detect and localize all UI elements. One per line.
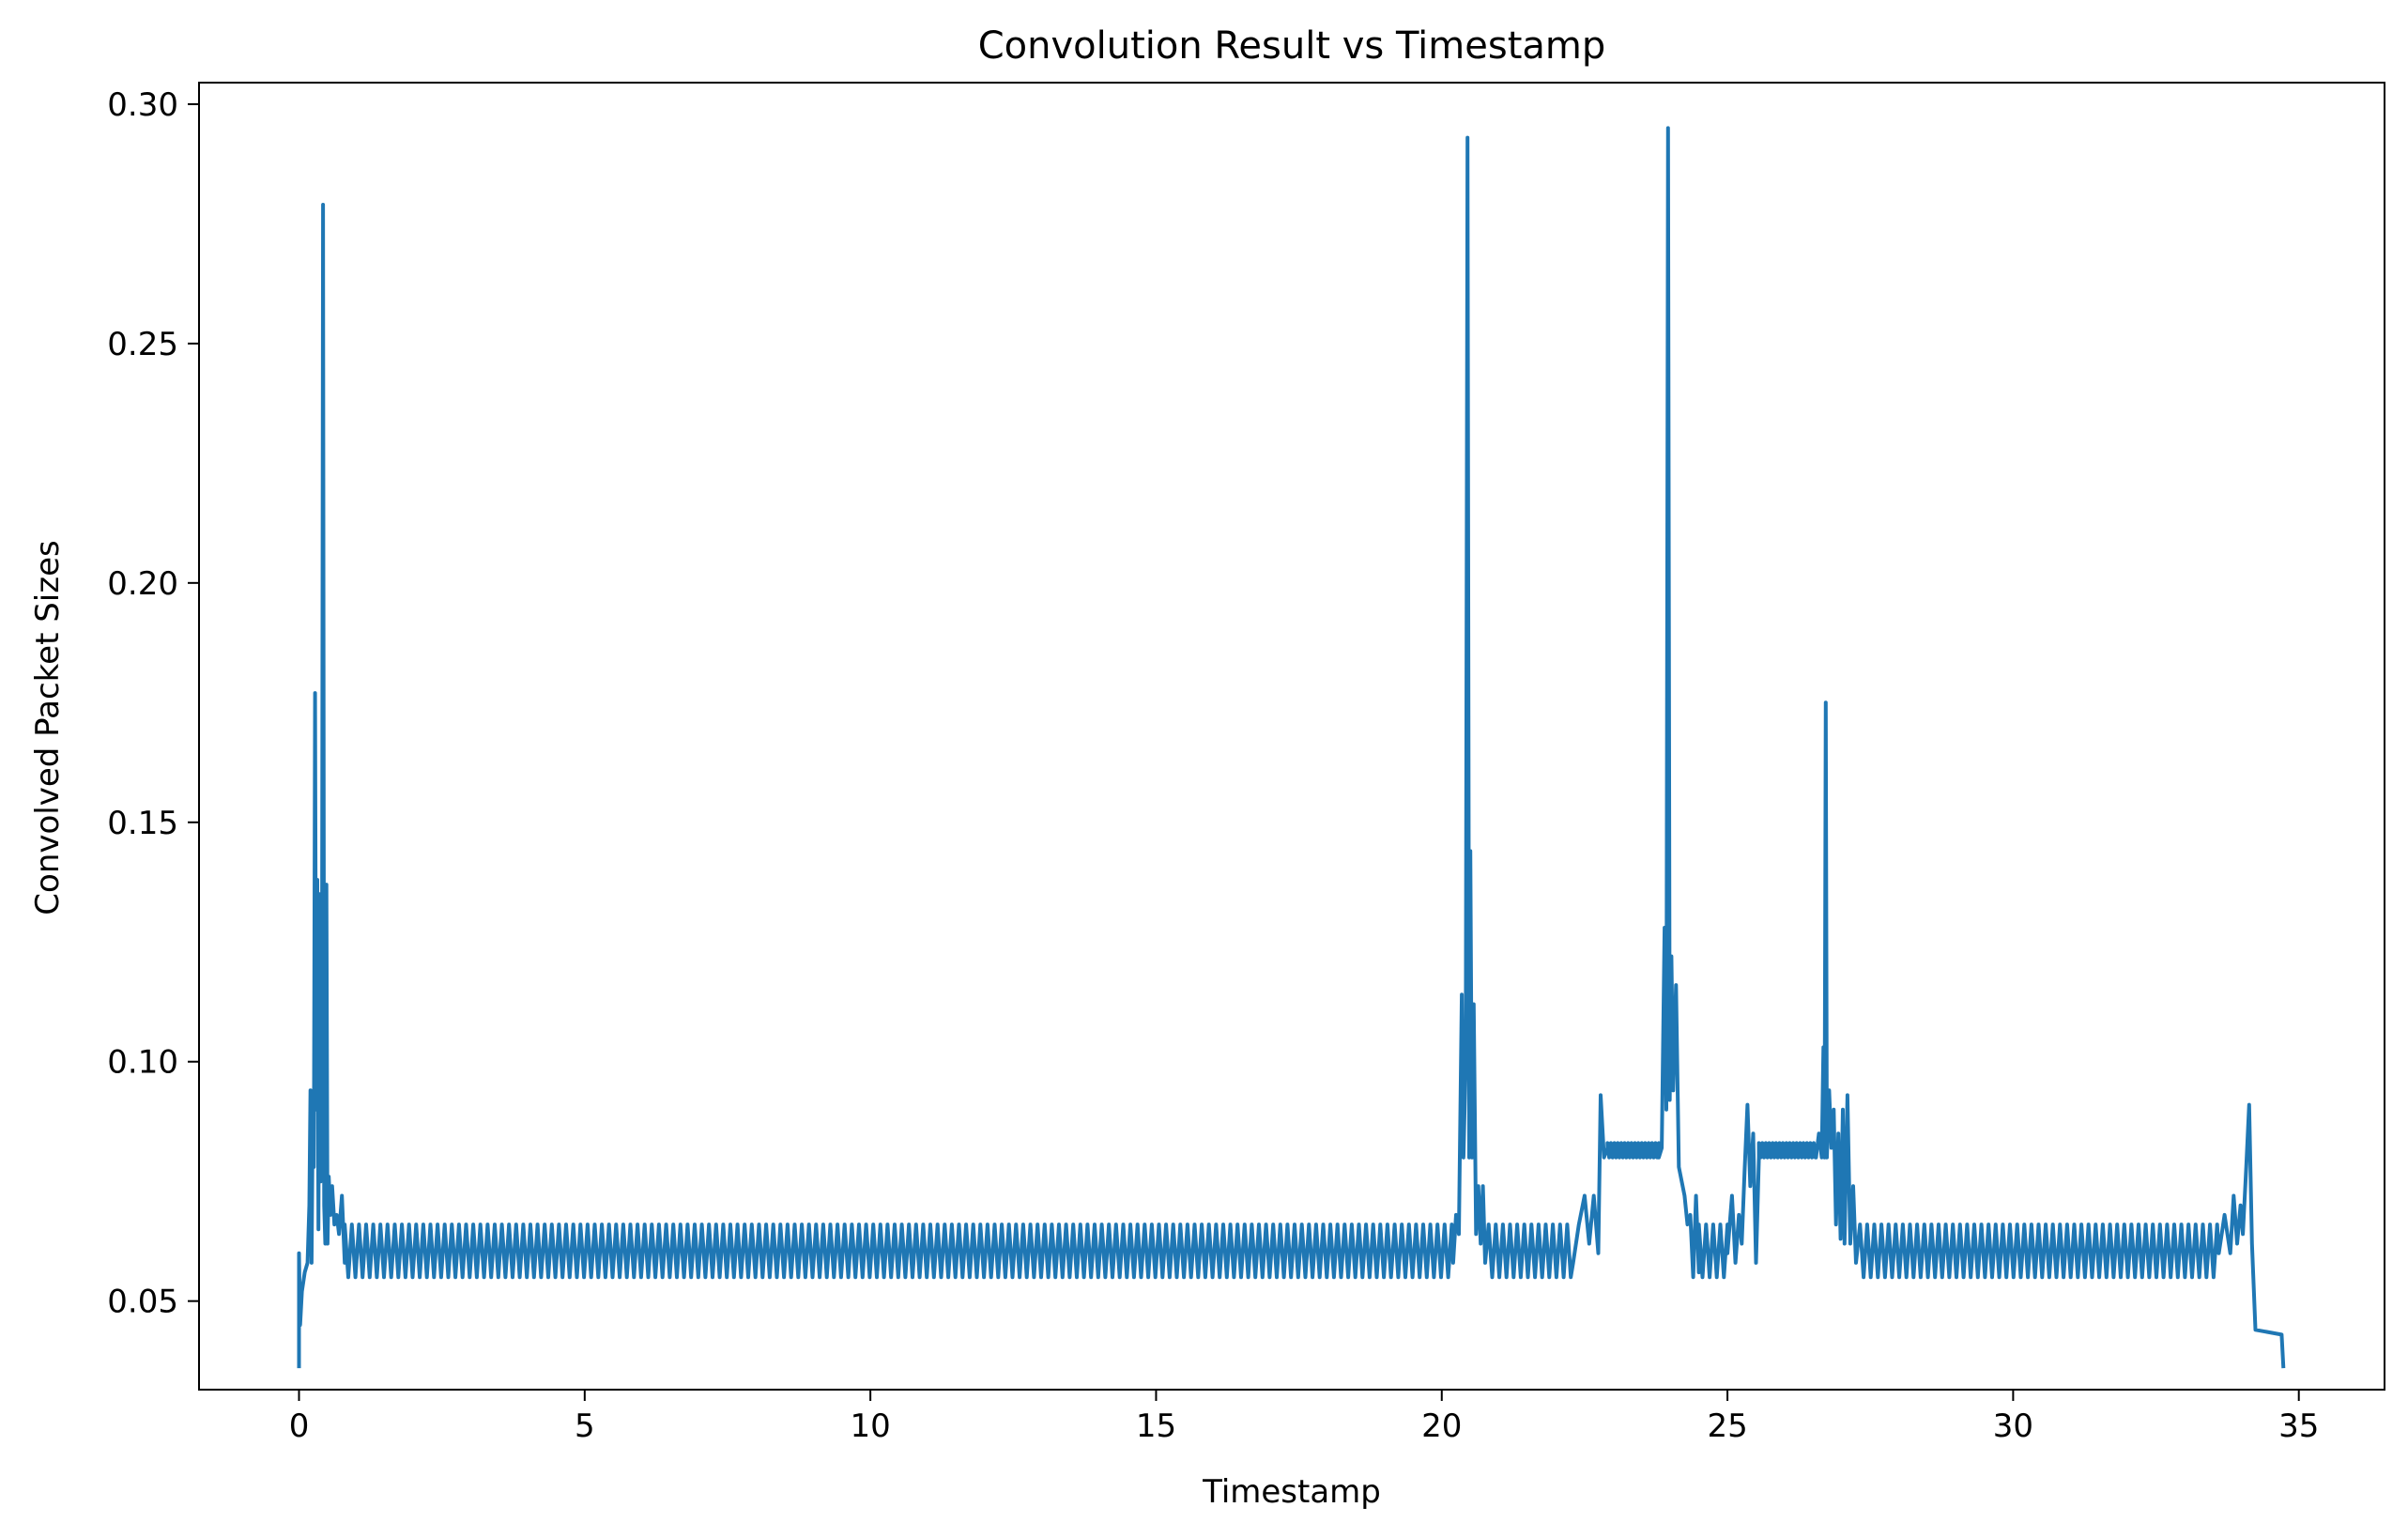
x-tick-label: 30 — [1993, 1407, 2033, 1445]
x-axis: 0 5 10 15 20 25 30 35 — [289, 1390, 2319, 1445]
y-axis-label: Convolved Packet Sizes — [29, 540, 67, 915]
x-tick-label: 20 — [1421, 1407, 1462, 1445]
y-tick-label: 0.20 — [107, 565, 178, 603]
x-tick-label: 10 — [851, 1407, 891, 1445]
y-tick-label: 0.30 — [107, 86, 178, 124]
series-line — [297, 126, 2286, 1369]
x-tick-label: 5 — [575, 1407, 595, 1445]
plot-frame — [198, 82, 2385, 1391]
x-tick-label: 0 — [289, 1407, 310, 1445]
chart-title: Convolution Result vs Timestamp — [978, 24, 1606, 68]
x-axis-label: Timestamp — [1202, 1473, 1381, 1511]
y-tick-label: 0.10 — [107, 1044, 178, 1082]
plot-area — [297, 126, 2286, 1369]
x-tick-label: 35 — [2278, 1407, 2319, 1445]
x-tick-label: 15 — [1136, 1407, 1176, 1445]
y-tick-label: 0.05 — [107, 1284, 178, 1321]
x-tick-label: 25 — [1707, 1407, 1747, 1445]
y-tick-label: 0.15 — [107, 805, 178, 842]
y-axis: 0.05 0.10 0.15 0.20 0.25 0.30 — [107, 86, 199, 1321]
y-tick-label: 0.25 — [107, 326, 178, 363]
